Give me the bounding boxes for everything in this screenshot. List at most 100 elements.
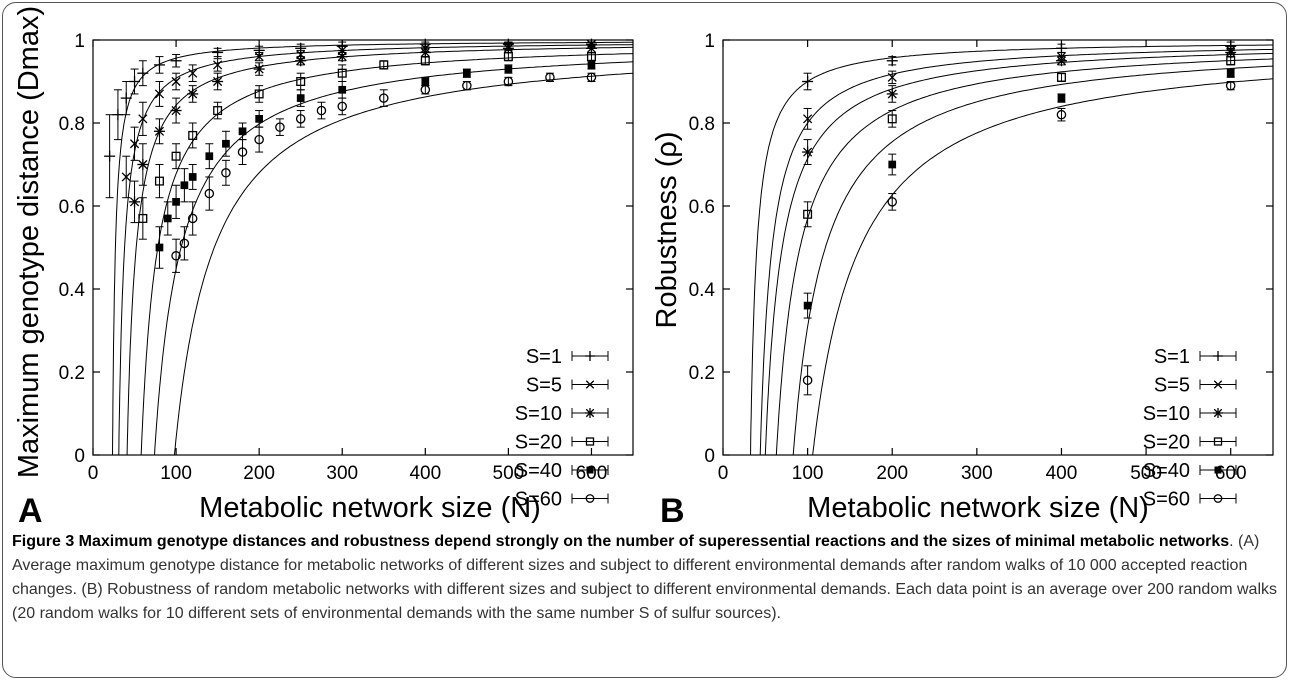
x-tick-label: 200: [243, 463, 275, 484]
legend-label: S=40: [515, 460, 562, 482]
error-bar: [803, 365, 812, 396]
data-point: [296, 77, 306, 87]
panel-label-a: A: [18, 492, 43, 530]
error-bar: [213, 101, 222, 120]
data-point: [887, 72, 897, 82]
chart-panel-b: 0 100 200 300 400 500 600 0 0.2 0.4 0.6 0.8 1 Metabol…: [651, 31, 1274, 530]
error-bar: [172, 238, 181, 273]
legend-marker: [1213, 408, 1223, 418]
series-S=1: [104, 38, 597, 199]
data-point: [205, 152, 214, 161]
legend-label: S=20: [1143, 432, 1190, 454]
x-tick-label: 400: [409, 463, 441, 484]
error-bar: [188, 122, 197, 149]
legend-label: S=10: [1143, 403, 1190, 425]
data-point: [154, 89, 165, 99]
legend-item: S=40: [1143, 460, 1237, 482]
legend-label: S=1: [1154, 346, 1190, 368]
data-point: [222, 139, 230, 148]
data-point: [378, 93, 389, 103]
data-point: [802, 76, 814, 87]
series-S=40: [155, 60, 596, 269]
series-S=40: [803, 68, 1235, 319]
data-point: [420, 56, 430, 66]
legend: S=1 S=5 S=10 S=20 S=40 S=60: [1143, 346, 1237, 511]
data-point: [887, 114, 897, 124]
legend-item: S=10: [1143, 403, 1237, 425]
x-tick-label: 0: [88, 463, 99, 484]
fit-curve-S=10: [764, 52, 1273, 455]
error-bar: [205, 176, 214, 211]
data-point: [188, 68, 198, 78]
data-point: [171, 251, 181, 261]
data-point: [1226, 69, 1235, 78]
data-point: [886, 55, 898, 67]
legend-marker: [585, 351, 595, 361]
legend-label: S=60: [1143, 489, 1190, 511]
fit-curve-S=40: [792, 65, 1273, 455]
data-point: [803, 114, 813, 124]
data-point: [112, 109, 124, 121]
fit-curve-S=20: [140, 53, 633, 455]
data-point: [138, 213, 148, 223]
legend-item: S=60: [1143, 489, 1237, 511]
data-point: [238, 127, 247, 136]
x-tick-label: 600: [1215, 463, 1247, 484]
data-point: [316, 105, 327, 116]
fit-curves: [750, 44, 1273, 455]
error-bar: [504, 51, 513, 62]
x-axis-label: Metabolic network size (N): [199, 492, 541, 524]
legend-item: S=5: [526, 375, 609, 397]
legend-marker: [1213, 494, 1223, 503]
y-tick-label: 0.2: [59, 363, 85, 384]
y-tick-label: 0.4: [59, 280, 86, 301]
data-point: [153, 125, 165, 137]
data-point: [1057, 94, 1066, 102]
legend-marker: [1213, 380, 1223, 389]
data-point: [587, 61, 596, 69]
error-bar: [379, 60, 388, 70]
data-point: [338, 85, 347, 94]
data-point: [213, 106, 223, 116]
y-tick-label: 0.2: [689, 363, 715, 384]
legend-marker: [1213, 351, 1223, 361]
x-tick-label: 100: [160, 463, 192, 484]
legend-item: S=20: [1143, 432, 1237, 454]
error-bar: [180, 226, 189, 261]
y-tick-label: 0.6: [59, 197, 85, 218]
fit-curve-S=5: [118, 44, 633, 455]
y-tick-label: 1: [74, 31, 85, 52]
legend-marker: [585, 408, 595, 418]
data-point: [170, 55, 182, 67]
legend-marker: [585, 380, 595, 389]
data-point: [336, 51, 348, 63]
panel-label-b: B: [660, 492, 685, 530]
legend-label: S=60: [515, 489, 562, 511]
series-S=10: [802, 46, 1237, 165]
error-bar: [296, 72, 305, 91]
series-S=20: [138, 51, 596, 240]
error-bar: [275, 118, 284, 136]
data-point: [296, 94, 305, 102]
data-point: [188, 130, 198, 140]
y-tick-label: 0.8: [59, 114, 85, 135]
data-point: [275, 122, 285, 132]
error-bar: [338, 97, 347, 116]
fit-curve-S=10: [126, 46, 633, 455]
data-point: [255, 115, 264, 123]
data-point: [545, 72, 555, 83]
series-S=1: [802, 40, 1237, 91]
legend-item: S=1: [1154, 346, 1237, 368]
y-tick-label: 0.6: [689, 197, 715, 218]
legend-label: S=5: [1154, 375, 1190, 397]
legend-label: S=1: [526, 346, 562, 368]
data-point: [104, 150, 116, 162]
data-point: [121, 172, 131, 182]
error-bar: [317, 101, 326, 120]
y-tick-label: 1: [704, 31, 715, 52]
data-point: [120, 92, 132, 104]
data-point: [337, 68, 347, 78]
legend-marker: [1213, 437, 1223, 446]
legend-item: S=40: [515, 460, 609, 482]
legend-label: S=10: [515, 403, 562, 425]
